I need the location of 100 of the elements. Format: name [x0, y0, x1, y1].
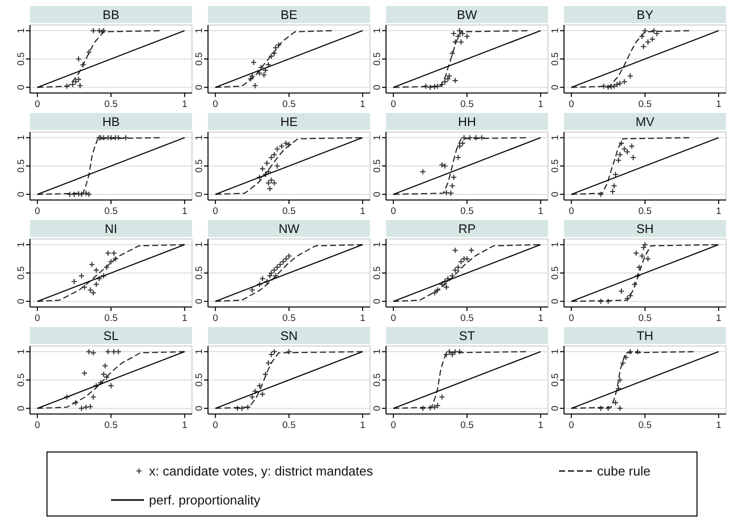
point [104, 134, 112, 141]
point [103, 264, 110, 270]
point [271, 348, 278, 355]
point [610, 83, 618, 90]
y-tick-label: 1 [16, 349, 27, 354]
y-tick-label: 0.5 [194, 159, 205, 173]
y-tick-label: 0.5 [16, 52, 27, 66]
point [598, 405, 604, 412]
point [274, 162, 280, 170]
x-tick-label: 0 [568, 99, 574, 110]
x-tick-label: 0 [212, 313, 218, 324]
point [452, 247, 458, 254]
x-tick-label: 0 [390, 313, 396, 324]
line-series [214, 351, 364, 409]
point [96, 276, 102, 282]
line-series [570, 30, 690, 88]
point [264, 160, 270, 166]
point [444, 276, 452, 282]
point [81, 370, 88, 376]
point [87, 286, 94, 294]
point [238, 405, 246, 412]
x-tick-label: 1 [538, 420, 544, 431]
x-tick-label: 0.5 [282, 99, 296, 110]
x-tick-label: 0.5 [638, 420, 652, 431]
y-tick-label: 0 [16, 84, 27, 90]
y-tick-label: 1 [550, 28, 561, 34]
point [271, 267, 278, 274]
y-tick-label: 1 [194, 28, 205, 34]
line-series [36, 351, 186, 409]
point [456, 28, 463, 34]
point [452, 77, 458, 84]
x-tick-label: 0 [390, 420, 396, 431]
point [82, 190, 90, 196]
point [249, 286, 256, 294]
y-tick-label: 1 [372, 242, 383, 248]
line-series [36, 244, 186, 302]
point [616, 152, 624, 158]
point [438, 394, 446, 400]
y-tick-label: 1 [16, 135, 27, 140]
point [274, 146, 280, 152]
point [90, 28, 96, 34]
point [286, 348, 292, 355]
chart-title: MV [636, 115, 656, 129]
point [615, 157, 622, 164]
point [624, 295, 630, 302]
point [615, 385, 622, 392]
point [82, 404, 90, 410]
point [605, 298, 612, 304]
x-tick-label: 0 [34, 206, 40, 217]
x-tick-label: 0.5 [638, 313, 652, 324]
point [442, 162, 448, 170]
point [75, 190, 82, 197]
y-tick-label: 1 [16, 242, 27, 248]
point [108, 382, 114, 389]
y-tick-label: 0.5 [16, 159, 27, 173]
x-tick-label: 0.5 [104, 420, 118, 431]
point [609, 188, 616, 195]
point [108, 134, 114, 141]
x-tick-label: 1 [182, 99, 188, 110]
y-tick-label: 0 [194, 298, 205, 304]
legend-label: cube rule [597, 464, 650, 478]
x-tick-label: 1 [360, 99, 366, 110]
chart-title: NI [104, 222, 118, 236]
chart-title: TH [636, 329, 654, 343]
point [93, 281, 100, 288]
point [100, 371, 107, 378]
point [466, 134, 474, 141]
point [644, 256, 652, 262]
point [70, 81, 76, 88]
point [634, 348, 641, 355]
chart-title: BB [102, 8, 120, 22]
x-tick-label: 0.5 [460, 313, 474, 324]
point [443, 351, 450, 358]
x-tick-label: 1 [538, 206, 544, 217]
x-tick-label: 0 [390, 206, 396, 217]
point [627, 72, 634, 80]
y-tick-label: 1 [550, 242, 561, 248]
x-tick-label: 0 [212, 206, 218, 217]
x-tick-label: 1 [182, 206, 188, 217]
y-tick-label: 1 [194, 349, 205, 354]
point [87, 403, 94, 410]
chart-title: ST [459, 329, 476, 343]
point [88, 261, 96, 268]
point [265, 360, 272, 366]
point [102, 362, 108, 369]
point [614, 81, 620, 88]
point [103, 374, 110, 380]
point [468, 247, 475, 254]
point [621, 78, 628, 85]
y-tick-label: 1 [194, 135, 205, 140]
point [638, 252, 646, 260]
point [459, 140, 466, 146]
point [256, 174, 263, 180]
point [110, 348, 118, 355]
point [460, 256, 468, 262]
point [478, 134, 485, 141]
point [265, 62, 272, 68]
point [268, 177, 274, 184]
point [452, 38, 458, 46]
y-tick-label: 0.5 [550, 266, 561, 280]
